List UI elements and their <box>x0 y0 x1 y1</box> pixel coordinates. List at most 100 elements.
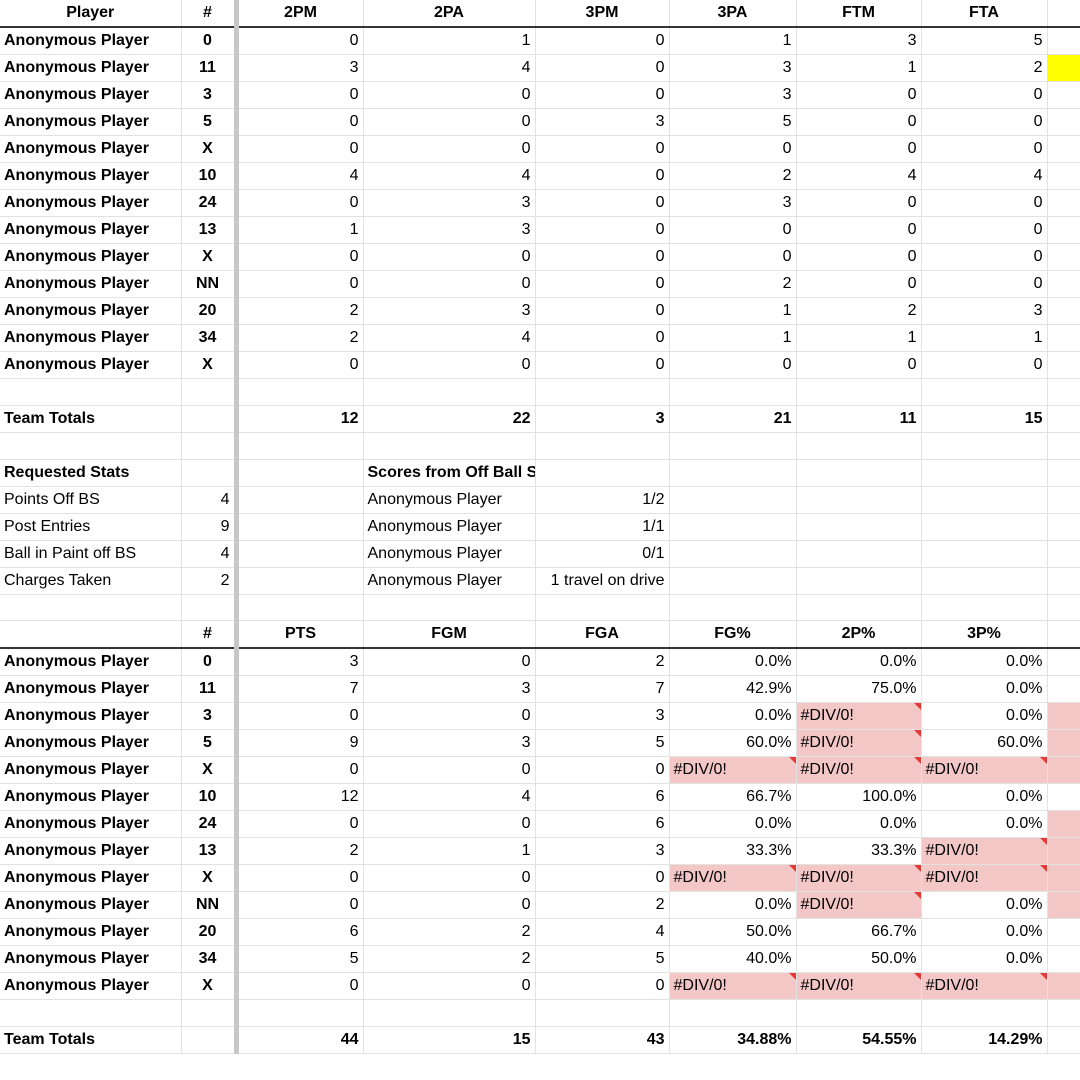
cell[interactable] <box>181 999 239 1027</box>
player-number[interactable]: 13 <box>181 837 239 866</box>
stat-cell[interactable]: 0 <box>535 864 670 893</box>
column-header[interactable]: Player <box>0 0 182 28</box>
player-name[interactable]: Anonymous Player <box>0 648 182 677</box>
cell[interactable] <box>236 513 364 541</box>
total-cell[interactable]: 12 <box>236 405 364 433</box>
stat-cell[interactable]: 0 <box>535 270 670 298</box>
cell[interactable] <box>0 620 182 650</box>
stat-cell[interactable]: 0 <box>535 297 670 325</box>
stat-cell[interactable]: 0 <box>669 135 797 163</box>
stat-cell[interactable]: 3 <box>921 297 1048 325</box>
column-header[interactable]: 3PM <box>535 0 670 28</box>
screen-value[interactable]: 1 travel on drive <box>535 567 670 595</box>
requested-stat-label[interactable]: Ball in Paint off BS <box>0 540 182 568</box>
stat-cell[interactable]: 50.0% <box>796 945 922 974</box>
cell[interactable] <box>1047 891 1080 920</box>
total-cell[interactable]: 15 <box>921 405 1048 433</box>
stat-cell[interactable]: 0 <box>796 351 922 379</box>
stat-cell[interactable]: 12 <box>236 783 364 812</box>
cell[interactable] <box>669 432 797 460</box>
cell[interactable] <box>921 486 1048 514</box>
stat-cell[interactable]: 2 <box>236 837 364 866</box>
screen-value[interactable]: 1/2 <box>535 486 670 514</box>
stat-cell[interactable]: 0 <box>363 135 536 163</box>
cell[interactable] <box>236 594 364 622</box>
stat-cell[interactable]: 0 <box>535 243 670 271</box>
cell[interactable] <box>796 486 922 514</box>
cell[interactable] <box>1047 297 1080 325</box>
requested-stat-value[interactable]: 4 <box>181 486 239 514</box>
column-header[interactable]: 2PM <box>236 0 364 28</box>
stat-cell[interactable]: 4 <box>363 783 536 812</box>
stat-cell[interactable]: 2 <box>796 297 922 325</box>
stat-cell[interactable]: 0 <box>535 135 670 163</box>
stat-cell[interactable]: 3 <box>363 297 536 325</box>
player-number[interactable]: 3 <box>181 81 239 109</box>
player-number[interactable]: 11 <box>181 54 239 82</box>
cell[interactable] <box>1047 972 1080 1001</box>
stat-cell[interactable]: 75.0% <box>796 675 922 704</box>
error-cell[interactable]: #DIV/0! <box>921 756 1048 785</box>
stat-cell[interactable]: 2 <box>363 918 536 947</box>
stat-cell[interactable]: 42.9% <box>669 675 797 704</box>
highlighted-cell[interactable] <box>1047 54 1080 82</box>
requested-stat-label[interactable]: Post Entries <box>0 513 182 541</box>
player-name[interactable]: Anonymous Player <box>0 837 182 866</box>
stat-cell[interactable]: 4 <box>363 162 536 190</box>
player-name[interactable]: Anonymous Player <box>0 945 182 974</box>
player-number[interactable]: 34 <box>181 945 239 974</box>
cell[interactable] <box>1047 351 1080 379</box>
column-header[interactable]: FTA <box>921 0 1048 28</box>
cell[interactable] <box>1047 378 1080 406</box>
stat-cell[interactable]: 0 <box>363 972 536 1001</box>
cell[interactable] <box>0 432 182 460</box>
player-number[interactable]: X <box>181 864 239 893</box>
player-name[interactable]: Anonymous Player <box>0 324 182 352</box>
total-cell[interactable]: 22 <box>363 405 536 433</box>
cell[interactable] <box>1047 540 1080 568</box>
stat-cell[interactable]: 0.0% <box>921 702 1048 731</box>
stat-cell[interactable]: 0 <box>535 351 670 379</box>
totals-label[interactable]: Team Totals <box>0 405 182 433</box>
stat-cell[interactable]: 6 <box>535 810 670 839</box>
stat-cell[interactable]: 6 <box>535 783 670 812</box>
cell[interactable] <box>1047 648 1080 677</box>
error-cell[interactable]: #DIV/0! <box>669 864 797 893</box>
cell[interactable] <box>669 999 797 1027</box>
stat-cell[interactable]: 0 <box>535 27 670 55</box>
stat-cell[interactable]: 0 <box>921 135 1048 163</box>
stat-cell[interactable]: 0 <box>363 891 536 920</box>
cell[interactable] <box>669 540 797 568</box>
player-number[interactable]: 10 <box>181 162 239 190</box>
cell[interactable] <box>669 513 797 541</box>
totals-label[interactable]: Team Totals <box>0 1026 182 1054</box>
cell[interactable] <box>921 459 1048 487</box>
player-number[interactable]: 3 <box>181 702 239 731</box>
cell[interactable] <box>535 594 670 622</box>
player-number[interactable]: X <box>181 351 239 379</box>
cell[interactable] <box>535 432 670 460</box>
stat-cell[interactable]: 66.7% <box>796 918 922 947</box>
stat-cell[interactable]: 0 <box>363 702 536 731</box>
stat-cell[interactable]: 0.0% <box>921 648 1048 677</box>
cell[interactable] <box>236 999 364 1027</box>
stat-cell[interactable]: 0 <box>236 243 364 271</box>
stat-cell[interactable]: 60.0% <box>921 729 1048 758</box>
cell[interactable] <box>236 540 364 568</box>
stat-cell[interactable]: 0 <box>236 972 364 1001</box>
cell[interactable] <box>0 999 182 1027</box>
total-cell[interactable]: 34.88% <box>669 1026 797 1054</box>
stat-cell[interactable]: 0 <box>363 756 536 785</box>
stat-cell[interactable]: 7 <box>236 675 364 704</box>
stat-cell[interactable]: 5 <box>535 729 670 758</box>
cell[interactable] <box>1047 999 1080 1027</box>
player-name[interactable]: Anonymous Player <box>0 351 182 379</box>
stat-cell[interactable]: 4 <box>363 54 536 82</box>
stat-cell[interactable]: 0 <box>236 351 364 379</box>
cell[interactable] <box>181 1026 239 1054</box>
player-number[interactable]: X <box>181 243 239 271</box>
stat-cell[interactable]: 3 <box>363 216 536 244</box>
cell[interactable] <box>181 594 239 622</box>
cell[interactable] <box>1047 513 1080 541</box>
cell[interactable] <box>181 432 239 460</box>
